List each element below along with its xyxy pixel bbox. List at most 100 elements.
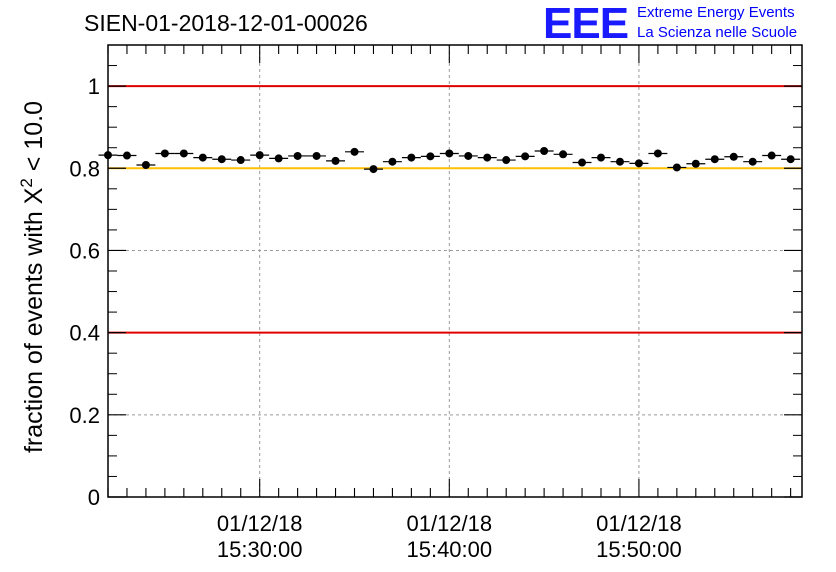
data-point: [369, 165, 378, 174]
data-point: [350, 147, 359, 156]
data-point-group: [288, 151, 308, 160]
data-point-group: [534, 147, 554, 156]
data-point: [407, 153, 416, 162]
data-point: [255, 151, 264, 160]
data-point: [464, 151, 473, 160]
data-point-group: [515, 152, 535, 161]
data-point: [179, 149, 188, 158]
eee-logo: EEE Extreme Energy Events La Scienza nel…: [543, 2, 833, 46]
data-point: [217, 155, 226, 164]
data-point-group: [705, 155, 725, 164]
axis-layer: [107, 44, 803, 498]
x-tick-date-label: 01/12/18: [406, 511, 492, 536]
data-point-group: [155, 149, 175, 158]
data-point: [312, 151, 321, 160]
data-point-group: [307, 151, 327, 160]
data-point-group: [762, 151, 782, 160]
data-layer: [98, 147, 801, 174]
data-point: [331, 156, 340, 165]
logo-mark: EEE: [543, 0, 629, 48]
data-point: [691, 159, 700, 168]
data-point-group: [136, 160, 156, 169]
data-point: [653, 149, 662, 158]
data-point: [502, 156, 511, 165]
data-point-group: [667, 163, 687, 172]
data-point-group: [743, 157, 763, 166]
data-point-group: [117, 151, 137, 160]
plot-frame: [107, 44, 803, 498]
data-point: [426, 152, 435, 161]
data-point-group: [382, 157, 402, 166]
y-tick-label: 0.6: [69, 238, 100, 263]
data-point-group: [345, 147, 364, 156]
x-tick-time-label: 15:40:00: [406, 537, 492, 562]
data-point-group: [648, 149, 668, 158]
data-point-group: [231, 156, 251, 165]
data-point: [274, 154, 283, 163]
data-point: [236, 156, 245, 165]
data-point-group: [269, 154, 289, 163]
data-point-group: [496, 156, 516, 165]
data-point-group: [781, 155, 801, 164]
data-point: [521, 152, 530, 161]
data-point: [767, 151, 776, 160]
x-tick-time-label: 15:30:00: [217, 537, 303, 562]
data-point-group: [250, 151, 270, 160]
data-point-group: [553, 150, 573, 159]
x-tick-time-label: 15:50:00: [596, 537, 682, 562]
y-tick-label: 1: [88, 74, 100, 99]
data-point: [160, 149, 169, 158]
x-tick-date-label: 01/12/18: [596, 511, 682, 536]
data-point-group: [629, 159, 649, 168]
data-point: [786, 155, 795, 164]
data-point-group: [477, 153, 497, 162]
y-axis-label-superscript: 2: [17, 178, 36, 187]
data-point: [672, 163, 681, 172]
data-point-group: [193, 153, 213, 162]
data-point: [578, 158, 587, 167]
reference-lines-layer: [108, 85, 802, 334]
y-tick-label: 0.4: [69, 321, 100, 346]
data-point-group: [326, 156, 346, 165]
data-point: [615, 157, 624, 166]
data-point-group: [420, 152, 440, 161]
data-point: [483, 153, 492, 162]
logo-line-1: Extreme Energy Events: [637, 4, 795, 21]
y-tick-label: 0.8: [69, 156, 100, 181]
data-point: [710, 155, 719, 164]
data-point-group: [724, 152, 744, 161]
data-point-group: [572, 158, 592, 167]
data-point-group: [686, 159, 706, 168]
data-point: [122, 151, 131, 160]
logo-line-2: La Scienza nelle Scuole: [637, 24, 798, 41]
data-point-group: [439, 149, 459, 158]
y-axis-label: fraction of events with X2 < 10.0: [17, 101, 48, 453]
data-point: [729, 152, 738, 161]
y-axis-label-suffix: < 10.0: [20, 101, 48, 178]
data-point-group: [401, 153, 421, 162]
data-point: [634, 159, 643, 168]
chart-title: SIEN-01-2018-12-01-00026: [84, 10, 368, 36]
grid-layer: [108, 45, 802, 497]
data-point-group: [458, 151, 478, 160]
data-point: [388, 157, 397, 166]
data-point: [559, 150, 568, 159]
y-tick-label: 0: [88, 485, 100, 510]
data-point: [540, 147, 549, 156]
data-point: [748, 157, 757, 166]
x-tick-date-label: 01/12/18: [217, 511, 303, 536]
data-point-group: [591, 153, 611, 162]
data-point-group: [363, 165, 383, 174]
data-point: [445, 149, 454, 158]
data-point: [597, 153, 606, 162]
data-point: [141, 160, 150, 169]
data-point-group: [212, 155, 232, 164]
data-point: [198, 153, 207, 162]
y-tick-label: 0.2: [69, 403, 100, 428]
data-point: [293, 151, 302, 160]
data-point-group: [610, 157, 630, 166]
y-axis-label-main: fraction of events with X: [20, 187, 48, 453]
label-layer: 00.20.40.60.8101/12/1815:30:0001/12/1815…: [17, 74, 682, 562]
data-point-group: [174, 149, 194, 158]
